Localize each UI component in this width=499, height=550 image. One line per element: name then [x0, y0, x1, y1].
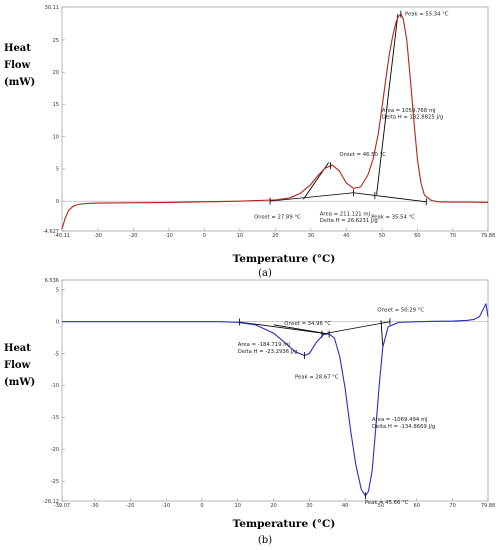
panel-a-x-tick-label: 40 [343, 233, 349, 239]
panel-b-x-tick-label: 70 [449, 503, 455, 509]
panel-a-y-label-line-3: (mW) [4, 77, 35, 88]
panel-b-y-tick-label: 0 [56, 319, 59, 325]
panel-b-y-tick-label: -20 [51, 447, 59, 453]
panel-b-x-tick-label: 20 [270, 503, 276, 509]
panel-b-annotation: Delta H = -23.2936 J/g [238, 349, 298, 355]
panel-a-x-axis-label: Temperature (°C) [233, 253, 336, 265]
panel-a-annotation: Delta H = 26.6231 J/g [320, 218, 378, 224]
panel-b-x-tick-label: -30 [90, 503, 98, 509]
panel-a-annotation: Onset = 27.89 °C [254, 215, 301, 221]
panel-a-y-tick-label: 20 [53, 70, 59, 76]
panel-a-caption: (a) [258, 268, 272, 279]
panel-b-y-tick-label: 6.536 [45, 278, 59, 284]
panel-b-annotation: Area = -1069.494 mJ [372, 417, 428, 423]
panel-a-x-tick-label: 50 [379, 233, 385, 239]
panel-a-x-tick-label: 79.88 [481, 233, 495, 239]
panel-b-plot-frame [61, 279, 489, 502]
panel-b-heat-flow-line [62, 303, 489, 497]
panel-b-plot: -39.07 -30 -20 -10 0 10 20 30 40 50 60 70 79.88-28.1… [43, 278, 495, 509]
panel-a-x-tick-label: 20 [272, 233, 278, 239]
panel-b-x-tick-label: 30 [306, 503, 312, 509]
panel-b-annotation: Onset = 50.29 °C [377, 307, 424, 313]
panel-b-y-tick-label: -10 [51, 383, 59, 389]
panel-b-x-tick-label: -10 [162, 503, 170, 509]
panel-b-x-tick-label: 0 [200, 503, 203, 509]
panel-a-y-tick-label: 10 [53, 134, 59, 140]
panel-b-x-tick-label: -20 [126, 503, 134, 509]
panel-a-y-label-line-1: Heat [4, 43, 31, 54]
panel-b-annotation: Peak = 45.66 °C [365, 500, 409, 506]
panel-a-y-tick-label: -4.627 [43, 229, 59, 235]
panel-a-baseline [270, 192, 354, 202]
panel-b-y-label-line-2: Flow [4, 360, 31, 371]
panel-a-x-tick-label: 70 [450, 233, 456, 239]
panel-b-x-tick-label: 50 [378, 503, 384, 509]
panel-b-x-axis-label: Temperature (°C) [233, 518, 336, 530]
panel-a-x-tick-label: 10 [237, 233, 243, 239]
panel-b-annotation: Area = -184.719 mJ [238, 342, 291, 348]
panel-a-x-tick-label: 60 [414, 233, 420, 239]
panel-a-annotation: Delta H = 132.8825 J/g [382, 115, 443, 121]
panel-a-onset-line [376, 14, 399, 195]
panel-b-caption: (b) [258, 535, 272, 546]
panel-b: Heat Flow (mW) -39.07 -30 -20 -10 0 10 20 30 40 5… [4, 278, 495, 546]
panel-b-x-tick-label: -39.07 [54, 503, 70, 509]
panel-a-y-label-line-2: Flow [4, 60, 31, 71]
panel-b-x-tick-label: 79.88 [481, 503, 495, 509]
panel-b-baseline [321, 321, 391, 335]
panel-b-y-tick-label: -28.12 [43, 499, 59, 505]
panel-a-annotation: Onset = 46.50 °C [339, 152, 386, 158]
panel-b-y-tick-label: -5 [54, 351, 59, 357]
panel-b-y-tick-label: 5 [56, 288, 59, 294]
panel-b-y-label-line-3: (mW) [4, 377, 35, 388]
panel-b-onset-line [380, 320, 384, 346]
panel-b-annotation: Onset = 34.96 °C [284, 321, 331, 327]
panel-a: Heat Flow (mW) -40.11 -30 -20 -10 0 10 20 30 40 5… [4, 5, 495, 279]
panel-a-annotation: Area = 211.121 mJ [320, 211, 371, 217]
panel-a-heat-flow-line [61, 13, 489, 230]
panel-a-plot-frame [61, 6, 489, 232]
panel-b-onset-line [273, 324, 324, 334]
panel-a-baseline [353, 192, 427, 203]
panel-a-y-tick-label: 15 [53, 102, 59, 108]
panel-a-y-tick-label: 0 [56, 199, 59, 205]
panel-a-x-tick-label: 30 [308, 233, 314, 239]
panel-a-annotation: Peak = 35.54 °C [371, 215, 415, 221]
panel-b-annotation: Peak = 28.67 °C [295, 374, 339, 380]
panel-b-y-tick-label: -15 [51, 415, 59, 421]
panel-b-x-tick-label: 10 [235, 503, 241, 509]
panel-a-x-tick-label: 0 [203, 233, 206, 239]
panel-a-x-tick-label: -40.11 [54, 233, 70, 239]
panel-a-x-tick-label: -10 [165, 233, 173, 239]
panel-b-y-label-line-1: Heat [4, 343, 31, 354]
panel-b-x-tick-label: 40 [342, 503, 348, 509]
panel-b-annotation: Delta H = -134.8669 J/g [372, 424, 435, 430]
panel-a-x-tick-label: -20 [129, 233, 137, 239]
panel-a-y-tick-label: 5 [56, 167, 59, 173]
panel-b-x-tick-label: 60 [414, 503, 420, 509]
panel-a-y-tick-label: 30.11 [45, 5, 59, 11]
panel-b-y-label: Heat Flow (mW) [4, 343, 35, 388]
panel-b-baseline [239, 321, 330, 335]
panel-b-y-tick-label: -25 [51, 479, 59, 485]
panel-a-x-tick-label: -30 [94, 233, 102, 239]
panel-a-annotation: Area = 1059.768 mJ [382, 108, 436, 114]
panel-a-annotation: Peak = 55.34 °C [405, 11, 449, 17]
panel-a-y-tick-label: 25 [53, 38, 59, 44]
panel-a-y-label: Heat Flow (mW) [4, 43, 35, 88]
panel-a-plot: -40.11 -30 -20 -10 0 10 20 30 40 50 60 70 79.88-4.62… [43, 5, 495, 239]
